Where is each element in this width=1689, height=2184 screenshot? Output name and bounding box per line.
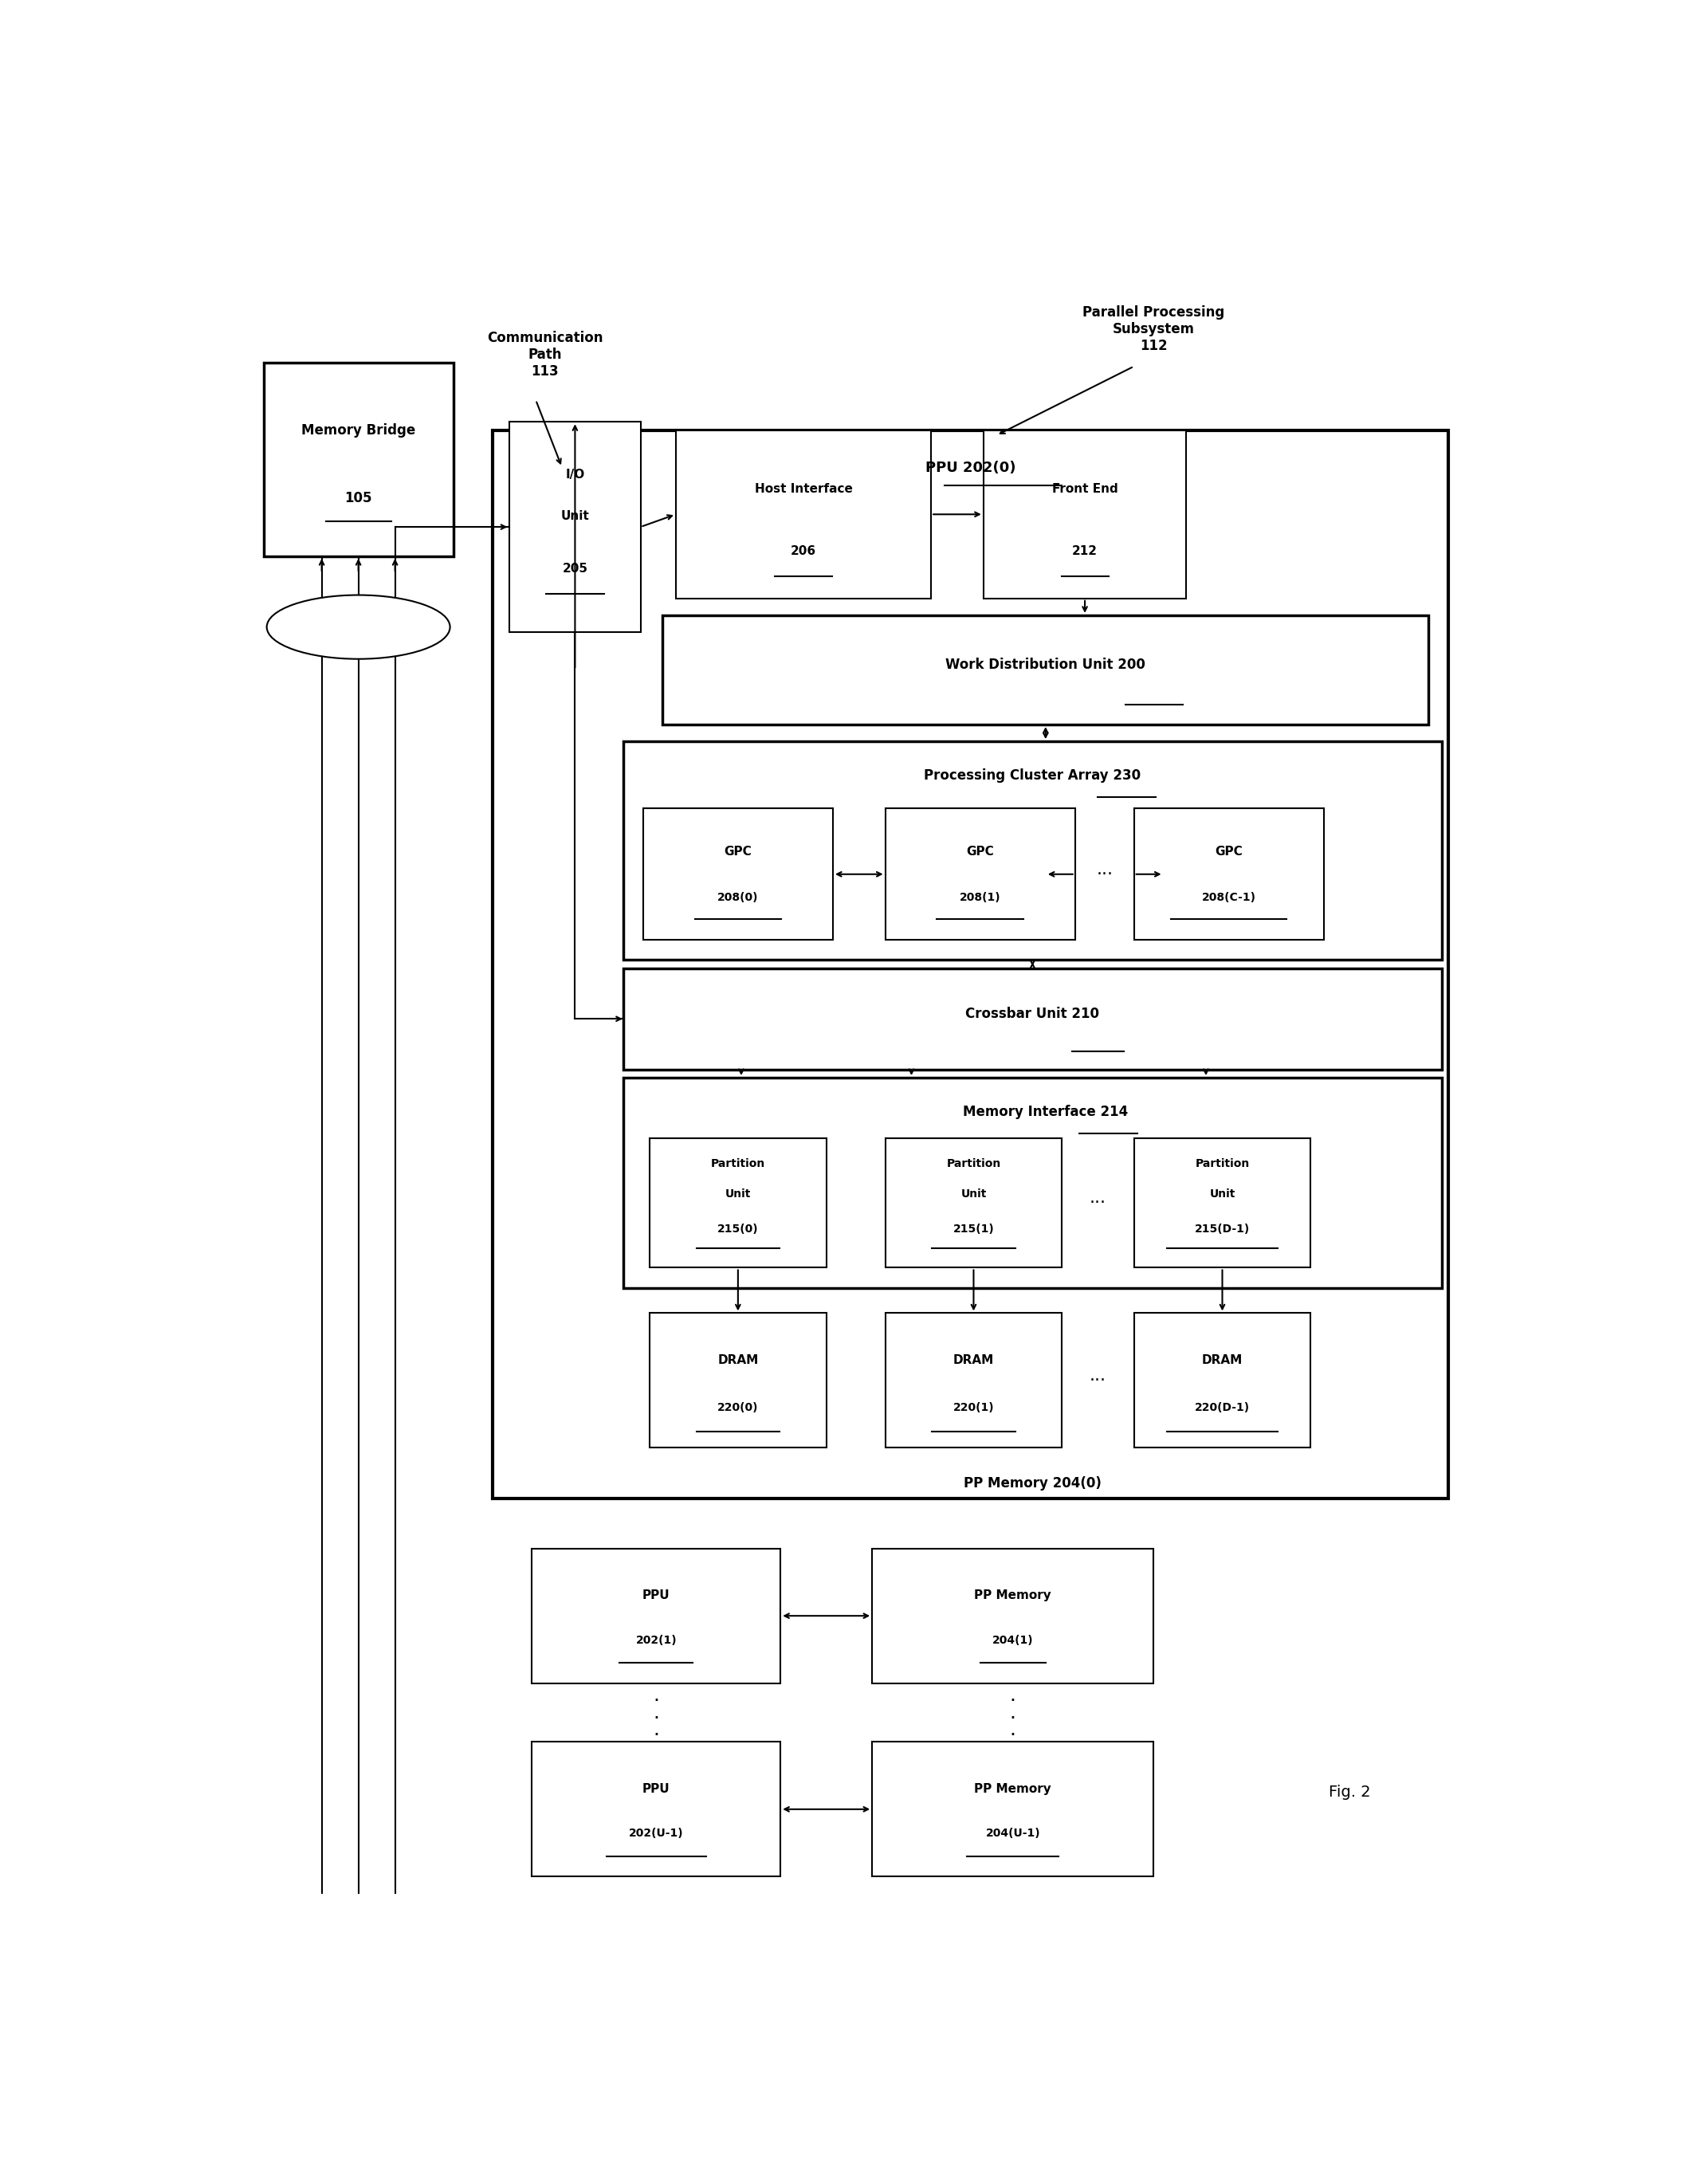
Text: Memory Bridge: Memory Bridge (301, 424, 415, 437)
Text: 202(1): 202(1) (635, 1634, 677, 1645)
Text: Partition: Partition (946, 1158, 1002, 1171)
Text: PP Memory: PP Memory (975, 1590, 1052, 1601)
Text: Work Distribution Unit 200: Work Distribution Unit 200 (946, 657, 1145, 673)
Text: PP Memory 204(0): PP Memory 204(0) (964, 1476, 1101, 1492)
FancyBboxPatch shape (662, 616, 1429, 725)
Text: PPU 202(0): PPU 202(0) (926, 461, 1015, 474)
Text: GPC: GPC (966, 845, 995, 858)
FancyBboxPatch shape (983, 430, 1186, 598)
Text: Host Interface: Host Interface (755, 483, 853, 496)
Text: PPU: PPU (642, 1590, 671, 1601)
Text: PP Memory: PP Memory (975, 1782, 1052, 1795)
FancyBboxPatch shape (1133, 808, 1324, 939)
Text: DRAM: DRAM (953, 1354, 995, 1367)
FancyBboxPatch shape (872, 1548, 1154, 1684)
Text: Communication
Path
113: Communication Path 113 (486, 330, 603, 378)
Text: I/O: I/O (566, 467, 584, 480)
Text: 215(0): 215(0) (718, 1223, 758, 1234)
Ellipse shape (267, 594, 449, 660)
Text: 204(U-1): 204(U-1) (985, 1828, 1040, 1839)
Text: .: . (1010, 1704, 1017, 1723)
Text: Unit: Unit (1209, 1188, 1235, 1199)
FancyBboxPatch shape (650, 1313, 826, 1448)
Text: 215(D-1): 215(D-1) (1194, 1223, 1250, 1234)
Text: 105: 105 (345, 491, 372, 505)
Text: 220(0): 220(0) (718, 1402, 758, 1413)
FancyBboxPatch shape (493, 430, 1447, 1498)
Text: Crossbar Unit 210: Crossbar Unit 210 (966, 1007, 1100, 1020)
Text: .: . (654, 1686, 659, 1706)
Text: Front End: Front End (1052, 483, 1118, 496)
FancyBboxPatch shape (1133, 1313, 1311, 1448)
FancyBboxPatch shape (623, 968, 1442, 1070)
FancyBboxPatch shape (510, 422, 640, 631)
FancyBboxPatch shape (263, 363, 453, 557)
Text: .: . (1010, 1719, 1017, 1738)
FancyBboxPatch shape (1133, 1138, 1311, 1267)
FancyBboxPatch shape (885, 1138, 1062, 1267)
FancyBboxPatch shape (885, 808, 1076, 939)
Text: Memory Interface 214: Memory Interface 214 (963, 1105, 1128, 1118)
Text: Unit: Unit (725, 1188, 752, 1199)
Text: 215(1): 215(1) (953, 1223, 995, 1234)
Text: 206: 206 (790, 546, 816, 557)
Text: 205: 205 (562, 563, 588, 574)
FancyBboxPatch shape (532, 1743, 780, 1876)
Text: 220(1): 220(1) (953, 1402, 995, 1413)
Text: 208(1): 208(1) (959, 893, 1000, 904)
Text: Partition: Partition (711, 1158, 765, 1171)
FancyBboxPatch shape (532, 1548, 780, 1684)
FancyBboxPatch shape (676, 430, 931, 598)
FancyBboxPatch shape (623, 740, 1442, 961)
Text: 202(U-1): 202(U-1) (628, 1828, 684, 1839)
Text: Unit: Unit (961, 1188, 986, 1199)
Text: ···: ··· (1089, 1372, 1106, 1389)
Text: 208(0): 208(0) (718, 893, 758, 904)
Text: DRAM: DRAM (1203, 1354, 1243, 1367)
Text: DRAM: DRAM (718, 1354, 758, 1367)
Text: Processing Cluster Array 230: Processing Cluster Array 230 (924, 769, 1142, 782)
Text: .: . (654, 1704, 659, 1723)
Text: GPC: GPC (1214, 845, 1243, 858)
Text: Unit: Unit (561, 511, 589, 522)
Text: Parallel Processing
Subsystem
112: Parallel Processing Subsystem 112 (1083, 306, 1225, 354)
Text: Partition: Partition (1196, 1158, 1250, 1171)
Text: GPC: GPC (725, 845, 752, 858)
FancyBboxPatch shape (650, 1138, 826, 1267)
FancyBboxPatch shape (872, 1743, 1154, 1876)
FancyBboxPatch shape (885, 1313, 1062, 1448)
Text: Fig. 2: Fig. 2 (1329, 1784, 1371, 1800)
FancyBboxPatch shape (644, 808, 833, 939)
Text: 212: 212 (1073, 546, 1098, 557)
Text: .: . (1010, 1686, 1017, 1706)
Text: ···: ··· (1089, 1195, 1106, 1210)
Text: PPU: PPU (642, 1782, 671, 1795)
Text: .: . (654, 1719, 659, 1738)
Text: 204(1): 204(1) (993, 1634, 1034, 1645)
Text: 220(D-1): 220(D-1) (1194, 1402, 1250, 1413)
Text: ···: ··· (1096, 867, 1113, 882)
Text: 208(C-1): 208(C-1) (1203, 893, 1257, 904)
FancyBboxPatch shape (623, 1077, 1442, 1289)
